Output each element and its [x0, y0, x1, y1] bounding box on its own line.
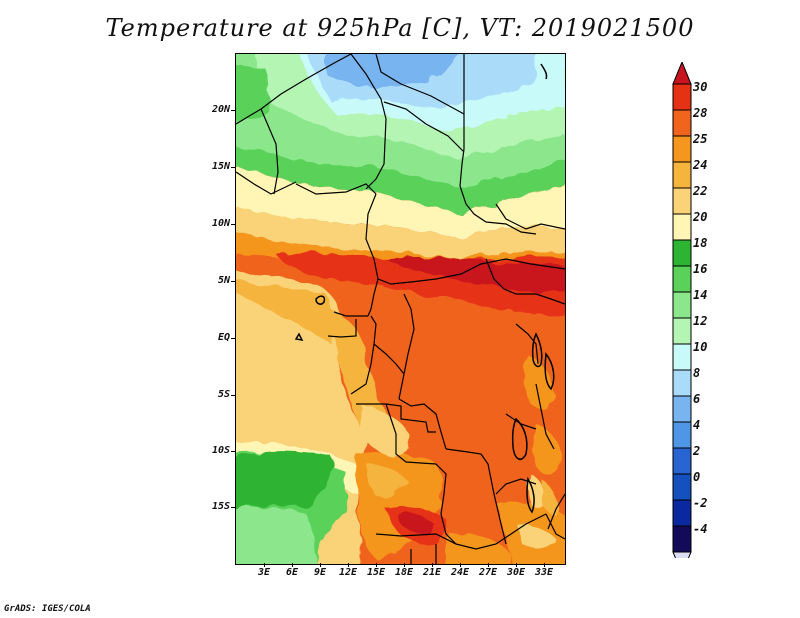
lat-tick	[231, 507, 235, 508]
colorbar-segment	[672, 265, 692, 293]
lat-label-10s: 10S	[211, 445, 230, 456]
lon-label-18e: 18E	[394, 567, 414, 578]
colorbar-label-14: 14	[693, 288, 708, 302]
colorbar-label-18: 18	[693, 236, 708, 250]
grads-credit: GrADS: IGES/COLA	[4, 604, 91, 614]
colorbar-label-minus4: -4	[693, 522, 708, 536]
colorbar-segment	[672, 395, 692, 423]
lon-label-33e: 33E	[534, 567, 554, 578]
colorbar-segment	[672, 83, 692, 111]
lat-label-eq: EQ	[217, 332, 230, 343]
colorbar-label-2: 2	[693, 444, 701, 458]
colorbar-segment	[672, 473, 692, 501]
lon-label-9e: 9E	[313, 567, 327, 578]
lon-tick	[516, 563, 517, 567]
lon-tick	[348, 563, 349, 567]
colorbar-label-6: 6	[693, 392, 701, 406]
lon-tick	[320, 563, 321, 567]
lon-label-3e: 3E	[257, 567, 271, 578]
lon-label-6e: 6E	[285, 567, 299, 578]
lon-tick	[488, 563, 489, 567]
colorbar-label-16: 16	[693, 262, 708, 276]
colorbar	[672, 62, 692, 558]
lat-label-5s: 5S	[217, 389, 230, 400]
lon-tick	[432, 563, 433, 567]
colorbar-segment	[672, 421, 692, 449]
colorbar-segment	[672, 187, 692, 215]
lon-label-21e: 21E	[422, 567, 442, 578]
colorbar-label-24: 24	[693, 158, 708, 172]
colorbar-segment	[672, 135, 692, 163]
colorbar-label-20: 20	[693, 210, 708, 224]
colorbar-segment	[672, 161, 692, 189]
colorbar-label-28: 28	[693, 106, 708, 120]
colorbar-label-22: 22	[693, 184, 708, 198]
lon-label-15e: 15E	[366, 567, 386, 578]
colorbar-segment	[672, 317, 692, 345]
colorbar-segment	[672, 239, 692, 267]
lon-label-12e: 12E	[338, 567, 358, 578]
colorbar-label-10: 10	[693, 340, 708, 354]
lat-tick	[231, 451, 235, 452]
colorbar-label-0: 0	[693, 470, 701, 484]
colorbar-label-4: 4	[693, 418, 701, 432]
lon-tick	[292, 563, 293, 567]
lat-label-20n: 20N	[211, 104, 230, 115]
temperature-map	[235, 53, 566, 565]
colorbar-triangle-bottom	[672, 551, 692, 558]
colorbar-segment	[672, 447, 692, 475]
lon-tick	[376, 563, 377, 567]
colorbar-segment	[672, 369, 692, 397]
lat-tick	[231, 338, 235, 339]
lon-tick	[264, 563, 265, 567]
lat-tick	[231, 224, 235, 225]
colorbar-segment	[672, 343, 692, 371]
lat-tick	[231, 281, 235, 282]
lat-label-5n: 5N	[217, 275, 230, 286]
colorbar-label-25: 25	[693, 132, 708, 146]
lat-label-15s: 15S	[211, 501, 230, 512]
map-title: Temperature at 925hPa [C], VT: 201902150…	[105, 14, 695, 42]
colorbar-segment	[672, 109, 692, 137]
lon-tick	[404, 563, 405, 567]
lon-label-24e: 24E	[450, 567, 470, 578]
colorbar-label-30: 30	[693, 80, 708, 94]
colorbar-label-minus2: -2	[693, 496, 708, 510]
colorbar-triangle-top	[672, 62, 692, 85]
lat-tick	[231, 110, 235, 111]
lon-tick	[460, 563, 461, 567]
lat-label-15n: 15N	[211, 161, 230, 172]
lat-tick	[231, 167, 235, 168]
lat-label-10n: 10N	[211, 218, 230, 229]
colorbar-segment	[672, 291, 692, 319]
lat-tick	[231, 395, 235, 396]
colorbar-segment	[672, 499, 692, 527]
lon-label-27e: 27E	[478, 567, 498, 578]
colorbar-segment	[672, 525, 692, 553]
colorbar-label-8: 8	[693, 366, 701, 380]
colorbar-label-12: 12	[693, 314, 708, 328]
colorbar-segment	[672, 213, 692, 241]
lon-tick	[544, 563, 545, 567]
lon-label-30e: 30E	[506, 567, 526, 578]
